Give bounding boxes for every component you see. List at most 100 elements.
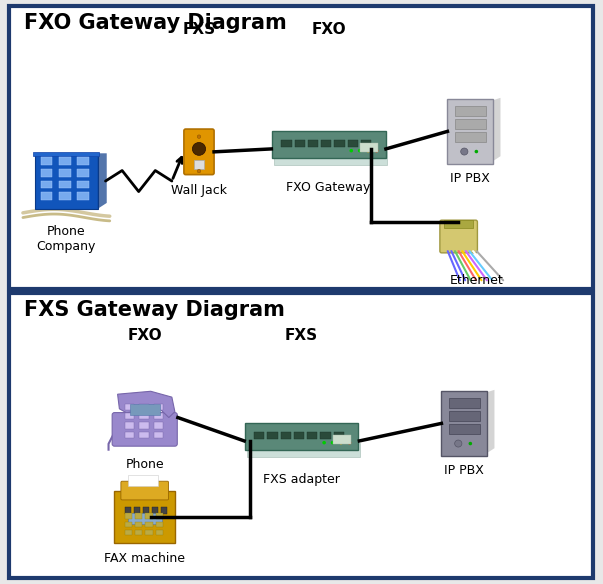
Text: FAX machine: FAX machine [104, 552, 185, 565]
FancyBboxPatch shape [361, 140, 371, 147]
Bar [128, 513, 162, 524]
Text: FXO: FXO [127, 328, 162, 343]
FancyBboxPatch shape [449, 411, 480, 420]
FancyBboxPatch shape [280, 432, 291, 439]
Bar [125, 513, 132, 519]
Bar [130, 404, 160, 415]
Bar [143, 507, 149, 514]
Bar [77, 157, 89, 165]
Bar [125, 413, 134, 419]
Circle shape [461, 148, 468, 155]
Circle shape [375, 149, 379, 152]
Text: FXS adapter: FXS adapter [263, 473, 340, 486]
Circle shape [197, 135, 201, 138]
FancyBboxPatch shape [271, 131, 386, 158]
Bar [139, 404, 149, 410]
Bar [156, 522, 163, 527]
Bar [135, 530, 142, 535]
FancyBboxPatch shape [334, 140, 345, 147]
Bar [33, 152, 99, 157]
Circle shape [347, 441, 352, 444]
Bar [156, 513, 163, 519]
Circle shape [475, 150, 478, 153]
FancyBboxPatch shape [455, 132, 486, 142]
Bar [77, 169, 89, 176]
Bar [135, 522, 142, 527]
Bar [77, 193, 89, 200]
FancyBboxPatch shape [9, 6, 593, 289]
Bar [361, 143, 379, 152]
FancyBboxPatch shape [9, 293, 593, 578]
Bar [41, 181, 52, 189]
FancyBboxPatch shape [274, 151, 387, 165]
Bar [161, 507, 167, 514]
FancyBboxPatch shape [112, 412, 177, 446]
Bar [125, 422, 134, 429]
Polygon shape [485, 390, 494, 454]
Circle shape [197, 169, 201, 173]
FancyBboxPatch shape [245, 423, 358, 450]
FancyBboxPatch shape [115, 491, 175, 543]
Circle shape [339, 441, 343, 444]
Text: Phone
Company: Phone Company [37, 225, 96, 253]
FancyBboxPatch shape [35, 154, 98, 209]
FancyBboxPatch shape [307, 432, 317, 439]
FancyBboxPatch shape [254, 432, 264, 439]
FancyBboxPatch shape [444, 220, 473, 228]
FancyBboxPatch shape [281, 140, 292, 147]
Circle shape [358, 149, 362, 152]
Text: FXS: FXS [285, 328, 318, 343]
FancyBboxPatch shape [455, 106, 486, 116]
Polygon shape [118, 391, 175, 418]
Bar [59, 193, 71, 200]
Text: IP PBX: IP PBX [444, 464, 484, 477]
Circle shape [330, 441, 335, 444]
Bar [125, 530, 132, 535]
Bar [145, 530, 153, 535]
Bar [59, 157, 71, 165]
FancyBboxPatch shape [347, 140, 358, 147]
Circle shape [455, 440, 462, 447]
Bar [59, 169, 71, 176]
Bar [41, 157, 52, 165]
FancyBboxPatch shape [449, 424, 480, 433]
Bar [135, 513, 142, 519]
Circle shape [469, 442, 472, 446]
Bar [145, 513, 153, 519]
FancyBboxPatch shape [321, 140, 332, 147]
Circle shape [350, 149, 353, 152]
FancyBboxPatch shape [294, 432, 304, 439]
Bar [139, 432, 149, 438]
FancyBboxPatch shape [247, 443, 359, 457]
Text: Wall Jack: Wall Jack [171, 184, 227, 197]
Bar [59, 181, 71, 189]
Bar [41, 193, 52, 200]
FancyBboxPatch shape [441, 391, 487, 456]
Circle shape [367, 149, 370, 152]
Text: FXO Gateway Diagram: FXO Gateway Diagram [24, 13, 287, 33]
FancyBboxPatch shape [447, 99, 493, 164]
FancyBboxPatch shape [295, 140, 305, 147]
Bar [125, 432, 134, 438]
Bar [154, 404, 163, 410]
Bar [128, 475, 158, 486]
FancyBboxPatch shape [121, 481, 169, 500]
Text: Ethernet: Ethernet [449, 274, 504, 287]
Bar [139, 413, 149, 419]
Text: FXS Gateway Diagram: FXS Gateway Diagram [24, 300, 285, 320]
Bar [125, 507, 131, 514]
Bar [194, 160, 204, 169]
Bar [154, 422, 163, 429]
Text: FXS: FXS [183, 22, 215, 37]
FancyBboxPatch shape [321, 432, 330, 439]
Bar [125, 522, 132, 527]
Text: Phone: Phone [125, 458, 164, 471]
FancyBboxPatch shape [184, 129, 214, 175]
Bar [145, 522, 153, 527]
Bar [154, 432, 163, 438]
FancyBboxPatch shape [334, 432, 344, 439]
Bar [154, 413, 163, 419]
FancyBboxPatch shape [449, 398, 480, 408]
Bar [77, 181, 89, 189]
Bar [152, 507, 158, 514]
